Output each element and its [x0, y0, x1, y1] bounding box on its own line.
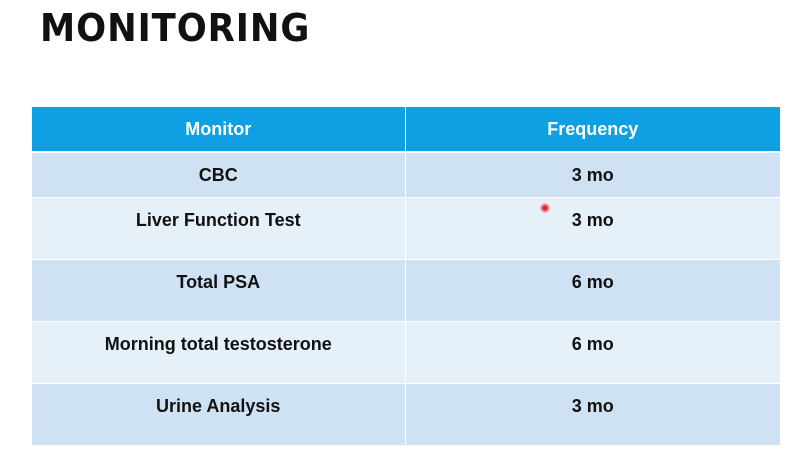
table-row: Liver Function Test 3 mo [32, 197, 780, 260]
monitor-cell: Urine Analysis [32, 383, 406, 446]
table-row: Urine Analysis 3 mo [32, 383, 780, 446]
table-header-row: Monitor Frequency [32, 107, 780, 153]
page-title: MONITORING [40, 6, 311, 50]
table-row: CBC 3 mo [32, 152, 780, 198]
frequency-cell: 6 mo [405, 321, 780, 384]
table-row: Morning total testosterone 6 mo [32, 321, 780, 384]
monitor-cell: Liver Function Test [32, 197, 406, 260]
frequency-cell: 3 mo [405, 152, 780, 198]
table-row: Total PSA 6 mo [32, 259, 780, 322]
monitor-cell: Total PSA [32, 259, 406, 322]
monitoring-table: Monitor Frequency CBC 3 mo Liver Functio… [32, 107, 780, 446]
laser-pointer-icon [540, 203, 550, 213]
monitor-cell: Morning total testosterone [32, 321, 406, 384]
column-header-monitor: Monitor [32, 107, 406, 153]
frequency-cell: 6 mo [405, 259, 780, 322]
column-header-frequency: Frequency [405, 107, 780, 153]
frequency-cell: 3 mo [405, 197, 780, 260]
monitor-cell: CBC [32, 152, 406, 198]
frequency-cell: 3 mo [405, 383, 780, 446]
